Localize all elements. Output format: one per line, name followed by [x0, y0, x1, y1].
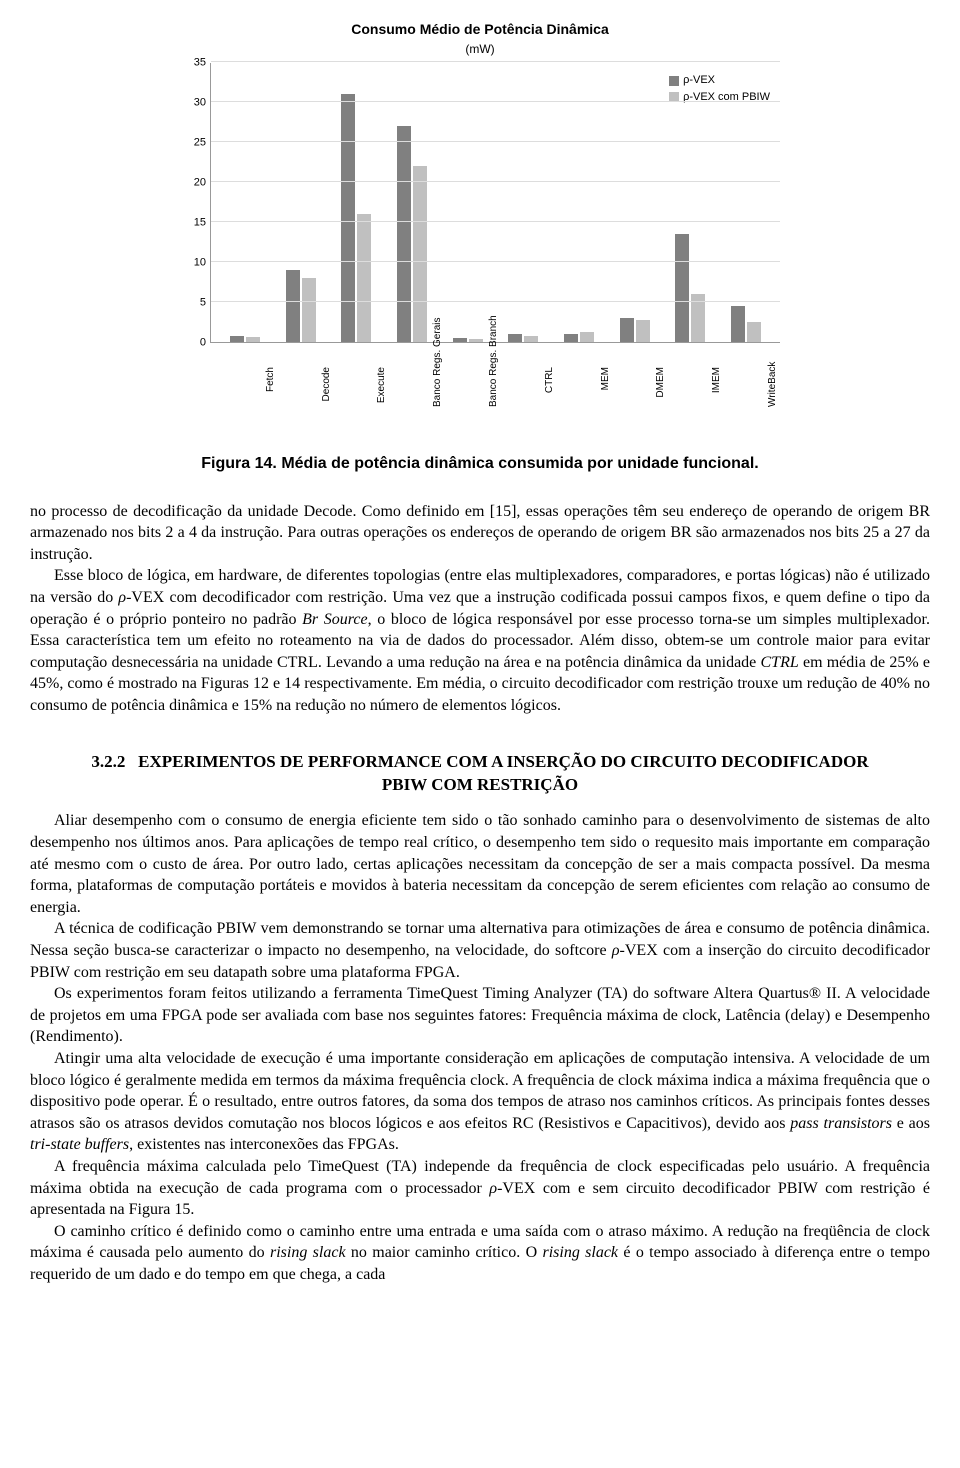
- section-title: EXPERIMENTOS DE PERFORMANCE COM A INSERÇ…: [138, 752, 868, 794]
- bar-group: [670, 234, 710, 342]
- y-tick-label: 5: [200, 296, 206, 311]
- bar: [397, 126, 411, 342]
- bar: [469, 339, 483, 342]
- bar: [302, 278, 316, 342]
- bar: [564, 334, 578, 342]
- bar: [341, 94, 355, 342]
- grid-line: [211, 181, 780, 182]
- chart-title: Consumo Médio de Potência Dinâmica: [180, 20, 780, 39]
- paragraph-4: A técnica de codificação PBIW vem demons…: [30, 918, 930, 983]
- grid-line: [211, 301, 780, 302]
- figure-number: Figura 14.: [201, 455, 277, 472]
- bar-group: [392, 126, 432, 342]
- plot-area: ρ-VEX ρ-VEX com PBIW: [210, 63, 780, 343]
- bar-group: [615, 318, 655, 342]
- paragraph-1: no processo de decodificação da unidade …: [30, 501, 930, 566]
- paragraph-6: Atingir uma alta velocidade de execução …: [30, 1048, 930, 1156]
- bar-group: [559, 332, 599, 342]
- paragraph-2: Esse bloco de lógica, em hardware, de di…: [30, 565, 930, 716]
- bar-group: [726, 306, 766, 342]
- bar: [453, 338, 467, 342]
- section-heading: 3.2.2 EXPERIMENTOS DE PERFORMANCE COM A …: [70, 751, 890, 797]
- y-tick-label: 0: [200, 336, 206, 351]
- bar: [580, 332, 594, 342]
- bar-group: [503, 334, 543, 342]
- grid-line: [211, 141, 780, 142]
- paragraph-7: A frequência máxima calculada pelo TimeQ…: [30, 1156, 930, 1221]
- chart-area: 05101520253035 ρ-VEX ρ-VEX com PBIW: [180, 63, 780, 343]
- grid-line: [211, 261, 780, 262]
- bar: [675, 234, 689, 342]
- bar: [731, 306, 745, 342]
- grid-line: [211, 221, 780, 222]
- figure-text: Média de potência dinâmica consumida por…: [281, 455, 758, 472]
- bar: [413, 166, 427, 342]
- paragraph-3: Aliar desempenho com o consumo de energi…: [30, 810, 930, 918]
- bar-group: [336, 94, 376, 342]
- x-tick-label: WriteBack: [766, 367, 846, 407]
- y-axis: 05101520253035: [180, 63, 210, 343]
- figure-caption: Figura 14. Média de potência dinâmica co…: [30, 453, 930, 475]
- bar: [508, 334, 522, 342]
- bar: [230, 336, 244, 342]
- bar-group: [225, 336, 265, 342]
- y-tick-label: 35: [194, 56, 206, 71]
- bar: [246, 337, 260, 342]
- grid-line: [211, 61, 780, 62]
- bar: [620, 318, 634, 342]
- bar: [286, 270, 300, 342]
- paragraph-5: Os experimentos foram feitos utilizando …: [30, 983, 930, 1048]
- bar: [524, 336, 538, 342]
- chart-subtitle: (mW): [180, 41, 780, 57]
- y-tick-label: 30: [194, 96, 206, 111]
- bar: [636, 320, 650, 342]
- section-number: 3.2.2: [91, 752, 125, 771]
- grid-line: [211, 101, 780, 102]
- bar: [357, 214, 371, 342]
- bar-group: [448, 338, 488, 342]
- y-tick-label: 15: [194, 216, 206, 231]
- y-tick-label: 25: [194, 136, 206, 151]
- x-axis-labels: FetchDecodeExecuteBanco Regs. GeraisBanc…: [210, 343, 780, 423]
- paragraph-8: O caminho crítico é definido como o cami…: [30, 1221, 930, 1286]
- y-tick-label: 10: [194, 256, 206, 271]
- y-tick-label: 20: [194, 176, 206, 191]
- bar-group: [281, 270, 321, 342]
- bar: [747, 322, 761, 342]
- chart-container: Consumo Médio de Potência Dinâmica (mW) …: [180, 20, 780, 423]
